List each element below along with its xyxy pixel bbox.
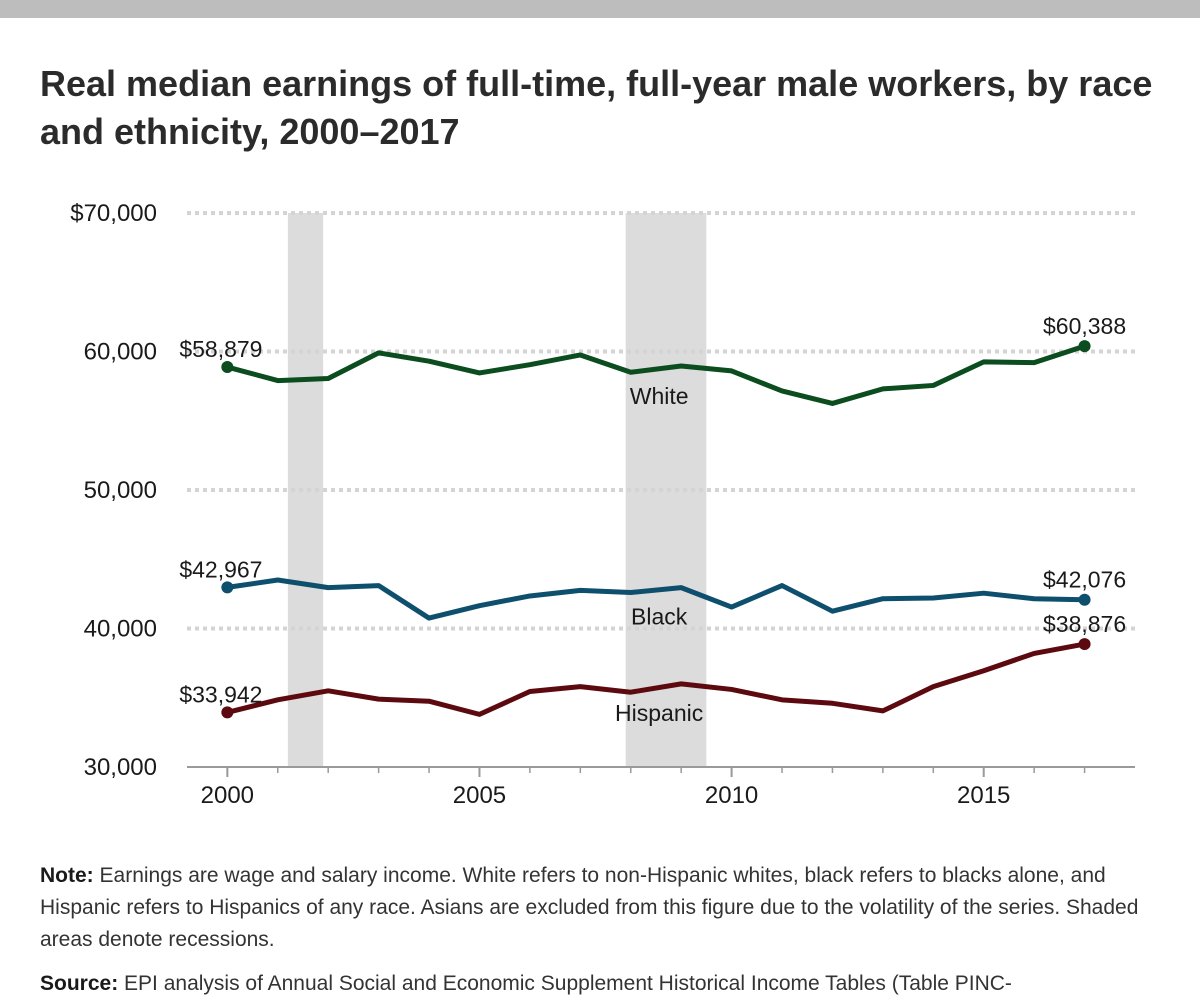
series-end-label-white: $60,388 — [1043, 313, 1126, 339]
y-tick-label-70000: $70,000 — [70, 200, 157, 227]
series-line-black — [224, 577, 1088, 621]
series-start-point-white — [221, 361, 234, 374]
note-text: Earnings are wage and salary income. Whi… — [40, 864, 1139, 951]
chart-note: Note: Earnings are wage and salary incom… — [40, 860, 1170, 956]
series-end-point-hispanic — [1078, 638, 1091, 651]
x-tick-label-2005: 2005 — [453, 782, 506, 809]
series-start-label-white: $58,879 — [179, 336, 262, 362]
series-layer — [221, 340, 1091, 719]
series-line-white — [224, 343, 1088, 406]
line-chart: 30,000 40,000 50,000 60,000 $70,000 2000 2005 2… — [70, 200, 1135, 809]
series-line-hispanic — [224, 641, 1088, 717]
y-tick-label-30000: 30,000 — [84, 754, 157, 781]
series-end-point-black — [1078, 593, 1091, 606]
chart-title: Real median earnings of full-time, full-… — [40, 63, 1153, 152]
source-label: Source: — [40, 972, 119, 995]
note-label: Note: — [40, 864, 94, 887]
series-name-label-black: Black — [631, 604, 688, 630]
y-tick-label-50000: 50,000 — [84, 477, 157, 504]
series-end-label-hispanic: $38,876 — [1043, 611, 1126, 637]
series-end-point-white — [1078, 340, 1091, 353]
series-start-point-hispanic — [221, 706, 234, 719]
chart-source: Source: EPI analysis of Annual Social an… — [40, 968, 1170, 1000]
series-name-label-hispanic: Hispanic — [615, 700, 703, 726]
x-tick-label-2015: 2015 — [957, 782, 1010, 809]
gridlines-layer — [187, 211, 1135, 631]
top-decorative-bar — [0, 0, 1200, 18]
x-tick-label-2010: 2010 — [705, 782, 758, 809]
series-name-label-white: White — [630, 383, 689, 409]
x-tick-label-2000: 2000 — [201, 782, 254, 809]
source-text: EPI analysis of Annual Social and Econom… — [124, 972, 1012, 995]
data-labels-layer: $58,879 $60,388 White $42,967 $42,076 Black $3… — [179, 313, 1126, 726]
y-tick-label-60000: 60,000 — [84, 339, 157, 366]
y-tick-label-40000: 40,000 — [84, 616, 157, 643]
series-end-label-black: $42,076 — [1043, 567, 1126, 593]
series-start-point-black — [221, 581, 234, 594]
series-start-label-black: $42,967 — [179, 556, 262, 582]
axes-layer: 30,000 40,000 50,000 60,000 $70,000 2000 2005 2… — [70, 200, 1135, 809]
series-start-label-hispanic: $33,942 — [179, 681, 262, 707]
